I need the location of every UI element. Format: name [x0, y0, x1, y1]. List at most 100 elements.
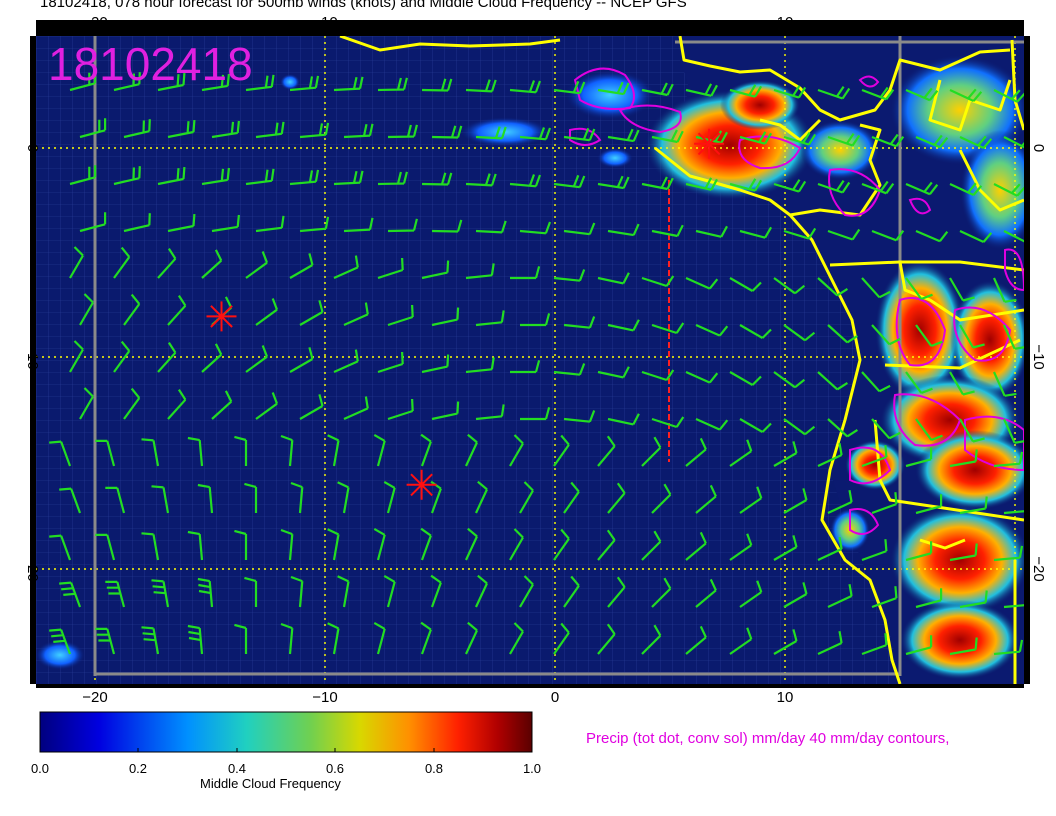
wind-barb — [739, 131, 773, 145]
wind-barb — [685, 437, 707, 467]
wind-barb — [1002, 324, 1024, 350]
wind-barb — [597, 366, 630, 379]
wind-barb — [49, 628, 72, 655]
wind-barb — [201, 249, 223, 279]
wind-barb — [211, 390, 233, 420]
wind-barb — [695, 417, 729, 431]
colorbar-tick: 0.0 — [31, 761, 49, 776]
wind-barb — [871, 229, 905, 242]
wind-barb — [519, 575, 534, 608]
wind-barb — [465, 263, 495, 280]
wind-barb — [373, 433, 386, 467]
wind-barb — [827, 324, 858, 344]
wind-barb — [289, 347, 314, 373]
wind-barb — [695, 225, 728, 238]
wind-barb — [373, 527, 386, 561]
wind-barb — [465, 621, 478, 655]
wind-barb — [729, 439, 753, 467]
wind-barb — [465, 357, 495, 374]
wind-barb — [871, 492, 898, 515]
wind-barb — [167, 295, 187, 326]
wind-barb — [607, 413, 640, 426]
wind-barb — [959, 135, 993, 149]
wind-barb — [211, 214, 240, 233]
wind-barb — [465, 173, 497, 187]
wind-barb — [563, 127, 596, 142]
wind-barb — [387, 218, 418, 233]
wind-barb — [553, 528, 570, 561]
wind-barb — [244, 576, 258, 607]
wind-barb — [289, 169, 320, 186]
wind-barb — [327, 528, 340, 561]
wind-barb — [377, 351, 404, 374]
wind-barb — [729, 84, 763, 98]
wind-barb — [949, 277, 975, 302]
wind-barb — [123, 213, 151, 233]
wind-barb — [383, 574, 396, 608]
wind-barb — [387, 124, 418, 139]
wind-barb — [993, 639, 1024, 656]
wind-barb — [141, 626, 160, 655]
wind-barb — [949, 371, 975, 396]
wind-barb — [695, 484, 717, 514]
wind-barb — [773, 441, 798, 467]
right-lat-label: 0 — [1030, 144, 1047, 152]
wind-barb — [245, 345, 269, 373]
wind-barb — [729, 627, 753, 655]
wind-barb — [157, 248, 177, 279]
wind-barb — [290, 481, 304, 514]
wind-barb — [520, 407, 551, 421]
wind-barb — [685, 177, 718, 191]
wind-barbs — [49, 71, 1024, 656]
wind-barb — [187, 436, 204, 467]
wind-barb — [79, 387, 94, 420]
wind-barb — [465, 527, 478, 561]
wind-barb — [861, 371, 891, 393]
wind-barb — [861, 539, 888, 562]
wind-barb — [157, 73, 186, 92]
wind-barb — [992, 371, 1017, 397]
wind-barb — [510, 266, 541, 280]
wind-barb — [475, 220, 507, 234]
wind-barb — [651, 483, 672, 514]
wind-barb — [553, 174, 586, 189]
wind-barb — [783, 488, 808, 514]
wind-barb — [861, 86, 895, 101]
wind-barb — [959, 496, 988, 515]
wind-barb — [431, 307, 460, 327]
wind-barb — [597, 529, 616, 561]
left-lat-label: −10 — [24, 344, 41, 369]
wind-barb — [817, 179, 851, 194]
wind-barb — [739, 418, 772, 433]
wind-barb — [113, 340, 131, 373]
wind-barb — [123, 387, 141, 420]
wind-barb — [519, 481, 534, 514]
wind-barb — [421, 354, 450, 374]
wind-barb — [151, 485, 170, 514]
colorbar-title: Middle Cloud Frequency — [200, 776, 341, 791]
wind-barb — [79, 293, 94, 326]
wind-barb — [59, 487, 82, 514]
right-lat-label: −10 — [1030, 344, 1047, 369]
wind-barb — [607, 576, 626, 608]
wind-barb — [607, 128, 640, 143]
wind-barb — [563, 316, 596, 329]
wind-barb — [234, 529, 248, 560]
coastline — [339, 36, 1024, 684]
wind-barb — [773, 629, 798, 655]
wind-barb — [509, 528, 524, 561]
wind-barb — [553, 622, 570, 655]
wind-barb — [817, 277, 848, 297]
wind-barb — [245, 74, 275, 92]
wind-barb — [289, 253, 314, 279]
wind-barb — [280, 622, 294, 655]
wind-barb — [915, 418, 943, 442]
wind-barb — [420, 621, 432, 655]
bottom-frame — [36, 684, 1024, 688]
wind-barb — [597, 81, 630, 96]
wind-barb — [553, 434, 570, 467]
wind-barb — [959, 324, 985, 349]
storm-marker — [406, 469, 437, 500]
wind-barb — [695, 323, 729, 337]
wind-barb — [773, 179, 807, 193]
